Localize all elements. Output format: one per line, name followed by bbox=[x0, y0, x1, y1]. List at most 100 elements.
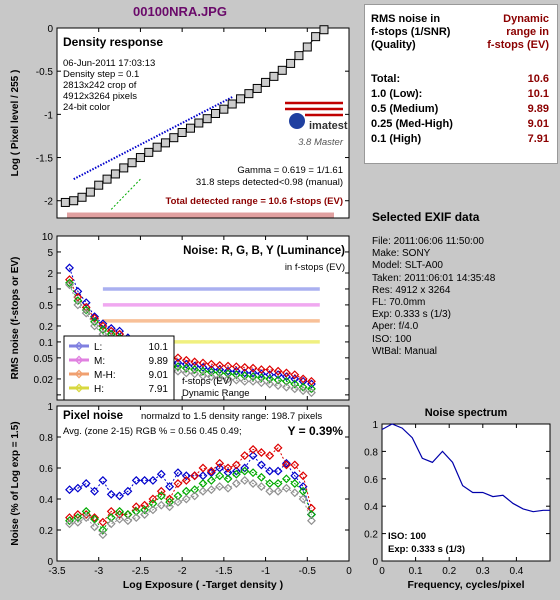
x-tick-label: -2 bbox=[178, 566, 187, 577]
pixel-noise-point bbox=[173, 497, 183, 507]
pixel-noise-point bbox=[90, 486, 99, 496]
info-line: 2813x242 crop of bbox=[63, 80, 137, 91]
chart-subtitle: in f-stops (EV) bbox=[285, 262, 345, 273]
pixel-noise-point bbox=[148, 494, 158, 504]
x-tick-label: -1 bbox=[261, 566, 270, 577]
pixel-noise-point bbox=[256, 448, 266, 457]
noise-point bbox=[281, 372, 291, 382]
legend-marker bbox=[74, 369, 84, 379]
density-point bbox=[219, 104, 229, 114]
pixel-noise-point bbox=[231, 460, 241, 470]
pixel-noise-point bbox=[156, 469, 166, 479]
density-point bbox=[185, 123, 195, 133]
x-tick-label: 0.4 bbox=[509, 566, 523, 577]
y-tick-label: 0.4 bbox=[39, 495, 53, 506]
pixel-noise-point bbox=[106, 519, 116, 529]
pixel-noise-point bbox=[298, 471, 308, 481]
pixel-noise-point bbox=[173, 479, 183, 488]
legend-value: 9.01 bbox=[149, 370, 169, 381]
pixel-noise-point bbox=[190, 491, 200, 501]
pixel-noise-point bbox=[281, 474, 291, 484]
noise-point bbox=[206, 372, 216, 382]
x-tick-label: -3 bbox=[94, 566, 103, 577]
pixel-noise-point bbox=[98, 530, 108, 540]
pixel-noise-point bbox=[190, 471, 200, 481]
noise-point bbox=[198, 366, 208, 376]
noise-spectrum-chart: 0 0.2 0.4 0.6 0.8 1 0 0.1 0.2 0.3 0.4 Noise spectru… bbox=[364, 407, 551, 591]
pixel-noise-point bbox=[256, 472, 266, 482]
y-tick-label: 0.2 bbox=[39, 526, 53, 537]
pixel-noise-point bbox=[115, 491, 125, 501]
density-point bbox=[269, 71, 279, 81]
pixel-noise-point bbox=[215, 458, 225, 468]
noise-point bbox=[65, 263, 74, 273]
noise-point bbox=[273, 370, 283, 380]
pixel-noise-point bbox=[90, 522, 99, 532]
table-row: 1.0 (Low): 10.1 bbox=[371, 88, 549, 100]
density-point bbox=[244, 89, 254, 99]
y-tick-label: 0.05 bbox=[34, 354, 54, 365]
pixel-noise-point bbox=[290, 488, 300, 498]
pixel-noise-point bbox=[206, 466, 216, 476]
pixel-noise-point bbox=[281, 458, 291, 468]
noise-point bbox=[173, 362, 183, 372]
pixel-noise-point bbox=[273, 466, 283, 476]
noise-point bbox=[98, 325, 108, 335]
noise-point bbox=[273, 375, 283, 385]
noise-point bbox=[240, 368, 250, 378]
y-tick-label: 5 bbox=[47, 248, 53, 259]
pixel-noise-point bbox=[215, 482, 225, 492]
legend-value: 7.91 bbox=[149, 384, 169, 395]
pixel-noise-point bbox=[131, 502, 141, 512]
noise-point bbox=[256, 369, 266, 379]
y-axis-label: Log ( Pixel level / 255 ) bbox=[10, 70, 21, 177]
noise-point bbox=[215, 368, 225, 378]
x-axis-label: Frequency, cycles/pixel bbox=[407, 579, 524, 591]
pixel-noise-point bbox=[148, 475, 158, 485]
density-point bbox=[227, 99, 237, 109]
pixel-noise-point bbox=[73, 517, 83, 527]
noise-series-R bbox=[69, 279, 312, 382]
pixel-noise-point bbox=[140, 500, 150, 510]
pixel-noise-point bbox=[206, 485, 216, 495]
chart-title: Density response bbox=[63, 35, 163, 49]
density-point bbox=[144, 147, 154, 157]
pixel-noise-point bbox=[256, 460, 266, 470]
exif-line: Res: 4912 x 3264 bbox=[372, 284, 451, 296]
info-line: 06-Jun-2011 17:03:13 bbox=[63, 58, 155, 69]
x-tick-label: 0 bbox=[379, 566, 385, 577]
pixel-noise-point bbox=[165, 497, 175, 507]
density-point bbox=[69, 196, 79, 206]
pixel-noise-point bbox=[140, 505, 150, 515]
table-header-right: Dynamic range in f-stops (EV) bbox=[487, 13, 549, 51]
spectrum-line bbox=[381, 423, 550, 513]
pixel-noise-point bbox=[240, 475, 250, 485]
pixel-noise-point bbox=[290, 460, 300, 470]
y-tick-label: 10 bbox=[42, 232, 54, 243]
table-row: Total: 10.6 bbox=[371, 73, 549, 85]
y-axis-label: Noise (% of Log exp = 1.5) bbox=[10, 421, 21, 545]
y-tick-label: 1 bbox=[47, 402, 53, 413]
noise-point bbox=[240, 371, 250, 381]
table-row: 0.1 (High) 7.91 bbox=[371, 133, 549, 145]
pixel-noise-chart: 0 0.2 0.4 0.6 0.8 1 -3.5 -3 -2.5 -2 -1.5 -1 -0.5 0 Noi… bbox=[10, 402, 352, 591]
y-value-label: Y = 0.39% bbox=[288, 424, 344, 438]
noise-point bbox=[290, 384, 300, 394]
pixel-noise-point bbox=[81, 506, 91, 516]
chart-title: Noise spectrum bbox=[425, 407, 508, 419]
pixel-noise-point bbox=[81, 479, 91, 488]
noise-point bbox=[223, 374, 233, 384]
noise-point bbox=[273, 381, 283, 390]
dynamic-range-table: RMS noise in f-stops (1/SNR) (Quality) D… bbox=[364, 4, 558, 164]
noise-point bbox=[73, 300, 83, 310]
y-tick-label: 0.6 bbox=[364, 475, 378, 486]
density-response-chart: 0 -0.5 -1 -1.5 -2 Log ( Pixel level / 255 ) De… bbox=[10, 24, 350, 219]
pixel-noise-point bbox=[248, 451, 258, 461]
pixel-noise-point bbox=[248, 479, 258, 488]
pixel-noise-point bbox=[223, 468, 233, 478]
noise-point bbox=[248, 376, 258, 386]
y-tick-label: 0.02 bbox=[34, 375, 54, 386]
y-tick-label: 0.8 bbox=[39, 433, 53, 444]
pixel-noise-point bbox=[156, 486, 166, 496]
note-text: Dynamic Range bbox=[182, 388, 250, 399]
